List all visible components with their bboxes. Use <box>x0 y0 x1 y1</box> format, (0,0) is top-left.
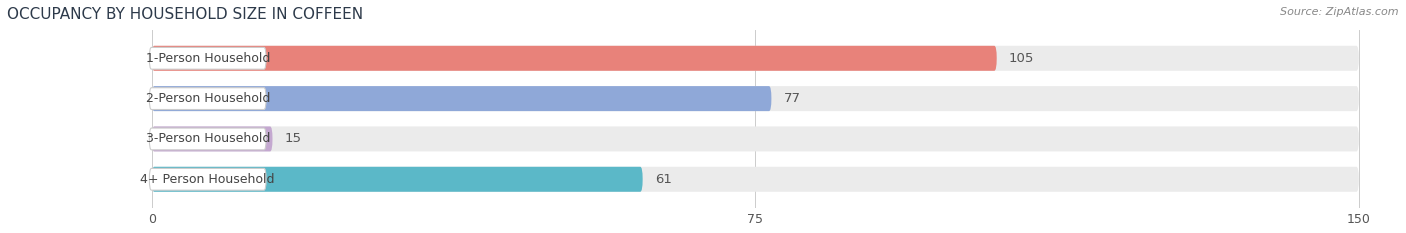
Text: 15: 15 <box>284 132 301 145</box>
FancyBboxPatch shape <box>149 128 266 150</box>
FancyBboxPatch shape <box>152 127 1358 151</box>
FancyBboxPatch shape <box>149 88 266 110</box>
Text: Source: ZipAtlas.com: Source: ZipAtlas.com <box>1281 7 1399 17</box>
FancyBboxPatch shape <box>152 86 1358 111</box>
Text: 105: 105 <box>1008 52 1035 65</box>
FancyBboxPatch shape <box>152 46 1358 71</box>
Text: OCCUPANCY BY HOUSEHOLD SIZE IN COFFEEN: OCCUPANCY BY HOUSEHOLD SIZE IN COFFEEN <box>7 7 363 22</box>
FancyBboxPatch shape <box>152 167 643 192</box>
FancyBboxPatch shape <box>149 168 266 190</box>
Text: 61: 61 <box>655 173 672 186</box>
Text: 77: 77 <box>783 92 800 105</box>
FancyBboxPatch shape <box>152 46 997 71</box>
Text: 1-Person Household: 1-Person Household <box>146 52 270 65</box>
Text: 2-Person Household: 2-Person Household <box>146 92 270 105</box>
FancyBboxPatch shape <box>152 86 772 111</box>
FancyBboxPatch shape <box>149 47 266 69</box>
Text: 4+ Person Household: 4+ Person Household <box>141 173 276 186</box>
FancyBboxPatch shape <box>152 167 1358 192</box>
Text: 3-Person Household: 3-Person Household <box>146 132 270 145</box>
FancyBboxPatch shape <box>152 127 273 151</box>
